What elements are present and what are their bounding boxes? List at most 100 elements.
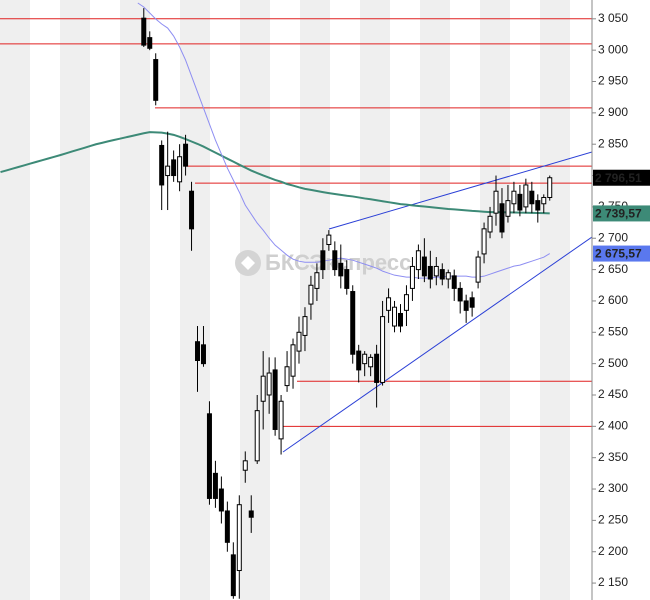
moving-average-line — [137, 2, 551, 279]
candle-body — [493, 190, 499, 214]
candle-body — [409, 265, 415, 289]
candle-body — [439, 269, 445, 280]
candle-body — [362, 353, 368, 365]
candle-body — [505, 200, 511, 217]
y-tick-label: 2 600 — [598, 293, 628, 307]
candles — [141, 8, 553, 599]
candle-body — [415, 250, 421, 271]
candle-body — [165, 165, 171, 177]
candle-body — [171, 159, 177, 177]
price-marker-label: 2 675,57 — [595, 247, 642, 261]
candle-body — [147, 37, 153, 49]
price-marker-box — [593, 169, 650, 186]
candle-body — [511, 190, 517, 205]
candle-body — [236, 504, 242, 572]
candle-body — [141, 17, 147, 46]
y-tick-label: 2 300 — [598, 481, 628, 495]
candle-body — [338, 262, 344, 277]
candle-body — [487, 215, 493, 233]
candle-body — [159, 144, 165, 186]
candle-body — [517, 193, 523, 211]
candle-body — [451, 275, 457, 289]
period-stripes — [0, 0, 592, 600]
y-tick-label: 2 350 — [598, 450, 628, 464]
y-tick-label: 2 450 — [598, 387, 628, 401]
y-tick-label: 2 400 — [598, 419, 628, 433]
y-tick-label: 3 050 — [598, 11, 628, 25]
candle-body — [278, 400, 284, 440]
candle-body — [374, 353, 380, 383]
y-tick-label: 2 550 — [598, 324, 628, 338]
candle-body — [284, 366, 290, 387]
watermark-logo-mark — [241, 256, 255, 270]
candle-body — [266, 372, 272, 396]
candle-body — [242, 460, 248, 471]
candle-body — [248, 510, 254, 518]
price-marker-label: 2 739,57 — [595, 207, 642, 221]
candle-body — [368, 356, 374, 368]
candle-body — [290, 344, 296, 377]
price-marker-label: 2 796,51 — [595, 171, 642, 185]
candle-body — [332, 250, 338, 271]
candle-body — [206, 413, 212, 499]
candle-body — [153, 59, 159, 101]
y-tick-label: 2 650 — [598, 262, 628, 276]
candle-body — [254, 410, 260, 462]
price-markers: 2 796,51 2 739,57 2 675,57 — [593, 169, 650, 262]
candle-body — [314, 272, 320, 289]
candle-body — [177, 156, 183, 183]
y-axis: 2 150 2 200 2 250 2 300 2 350 2 400 2 450 2 500… — [592, 11, 628, 589]
watermark: БКСЭкспресс — [235, 250, 411, 276]
candle-body — [529, 190, 535, 205]
candle-body — [380, 316, 386, 383]
y-tick-label: 2 500 — [598, 356, 628, 370]
price-marker-box — [593, 245, 650, 262]
y-tick-label: 2 700 — [598, 230, 628, 244]
candle-body — [296, 331, 302, 352]
candle-body — [200, 344, 206, 365]
candle-body — [326, 234, 332, 246]
candle-body — [475, 256, 481, 283]
y-tick-label: 2 900 — [598, 105, 628, 119]
moving-averages — [0, 2, 551, 279]
candle-body — [403, 294, 409, 311]
candle-body — [308, 284, 314, 305]
candle-body — [195, 341, 201, 362]
candle-body — [535, 200, 541, 211]
candle-body — [260, 375, 266, 402]
candle-body — [230, 554, 236, 597]
levels — [0, 18, 592, 427]
candle-body — [445, 272, 451, 280]
y-tick-label: 2 250 — [598, 513, 628, 527]
moving-average-line — [0, 131, 550, 215]
price-marker-box — [593, 205, 650, 222]
candle-body — [397, 312, 403, 327]
candle-body — [392, 306, 398, 327]
candle-body — [421, 256, 427, 277]
watermark-text: БКСЭкспресс — [265, 250, 411, 275]
candle-body — [320, 250, 326, 271]
y-tick-label: 2 200 — [598, 544, 628, 558]
plot-area — [0, 2, 592, 599]
candle-body — [499, 203, 505, 233]
candle-body — [272, 369, 278, 430]
candle-body — [212, 472, 218, 499]
candle-body — [224, 510, 230, 543]
candle-body — [218, 488, 224, 512]
candle-body — [481, 228, 487, 255]
candle-body — [469, 297, 475, 308]
candle-body — [463, 300, 469, 311]
candle-body — [189, 190, 195, 230]
candle-body — [547, 177, 553, 198]
candle-body — [356, 350, 362, 371]
candle-body — [386, 297, 392, 311]
y-tick-label: 2 850 — [598, 136, 628, 150]
candle-body — [433, 265, 439, 277]
trend-line — [328, 151, 592, 230]
y-tick-label: 2 950 — [598, 74, 628, 88]
y-tick-label: 2 150 — [598, 575, 628, 589]
trend-line — [282, 236, 592, 453]
